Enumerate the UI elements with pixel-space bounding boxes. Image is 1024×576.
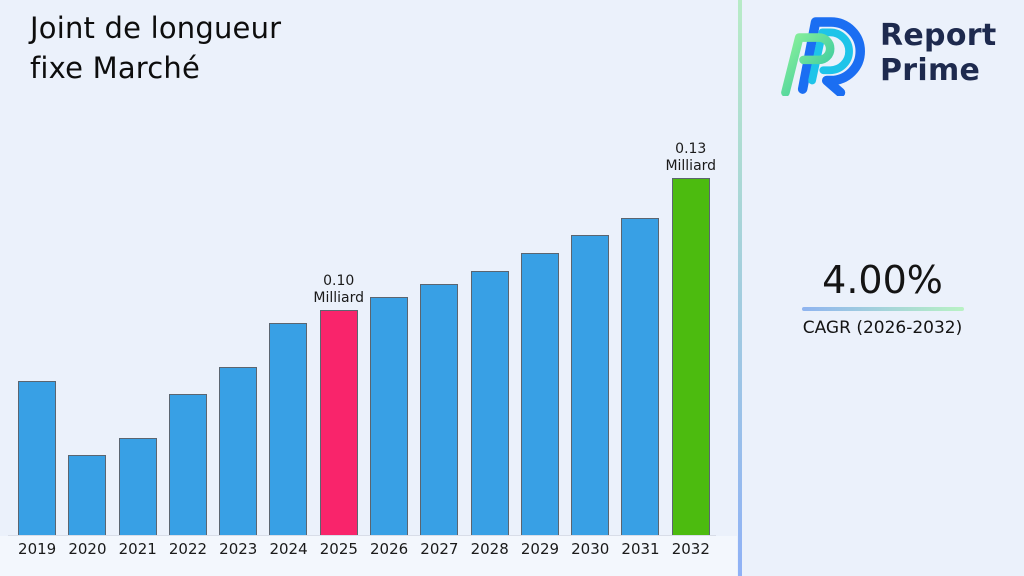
x-tick-2027: 2027 — [420, 540, 459, 558]
x-tick-2029: 2029 — [520, 540, 560, 558]
page-title: Joint de longueur fixe Marché — [30, 11, 282, 85]
bar-2020 — [68, 455, 107, 535]
bar-cell-2028 — [465, 105, 515, 535]
x-tick-2023: 2023 — [219, 540, 258, 558]
bar-cell-2023 — [213, 105, 263, 535]
bar-value-label-2025: 0.10 Milliard — [313, 273, 365, 306]
brand-name-line1: Report — [880, 18, 997, 53]
bar-cell-2032: 0.13 Milliard — [665, 105, 716, 535]
bar-2023 — [219, 367, 258, 535]
bar-cell-2031 — [615, 105, 665, 535]
bar-2032 — [671, 178, 710, 535]
bar-2029 — [520, 253, 559, 535]
x-tick-2024: 2024 — [269, 540, 308, 558]
bar-cell-2025: 0.10 Milliard — [313, 105, 364, 535]
bar-cell-2020 — [62, 105, 112, 535]
report-prime-logo-icon — [781, 17, 865, 96]
bar-2026 — [370, 297, 409, 535]
bar-cell-2021 — [112, 105, 162, 535]
bar-cell-2030 — [565, 105, 615, 535]
x-tick-2028: 2028 — [470, 540, 509, 558]
bar-cell-2024 — [263, 105, 313, 535]
x-tick-2020: 2020 — [68, 540, 107, 558]
bar-cell-2029 — [515, 105, 565, 535]
bar-value-label-2032: 0.13 Milliard — [665, 141, 717, 174]
x-tick-2025: 2025 — [319, 540, 358, 558]
bar-2028 — [470, 271, 509, 535]
panel-divider — [738, 0, 742, 576]
bar-cell-2027 — [414, 105, 464, 535]
bar-2030 — [571, 235, 610, 535]
bar-2022 — [168, 394, 207, 535]
x-tick-2019: 2019 — [18, 540, 57, 558]
chart-bottom-strip — [0, 536, 737, 576]
brand-logo: Report Prime — [777, 10, 996, 96]
x-tick-2022: 2022 — [168, 540, 208, 558]
bar-chart: 0.10 Milliard 0.13 Milliard — [12, 105, 716, 535]
x-tick-2030: 2030 — [571, 540, 610, 558]
bar-2019 — [18, 381, 57, 535]
bar-2025 — [319, 310, 358, 535]
bar-2027 — [420, 284, 459, 535]
brand-name: Report Prime — [880, 18, 996, 88]
bar-2031 — [621, 218, 660, 535]
kpi-value: 4.00% — [822, 258, 943, 302]
bar-2021 — [118, 438, 157, 535]
x-tick-2026: 2026 — [370, 540, 409, 558]
x-axis-labels: 2019 2020 2021 2022 2023 2024 2025 2026 2027 2028… — [12, 540, 716, 558]
kpi-label: CAGR (2026-2032) — [802, 318, 963, 338]
kpi-underline — [801, 307, 964, 311]
bar-cell-2019 — [12, 105, 62, 535]
bar-cell-2022 — [163, 105, 213, 535]
bar-cell-2026 — [364, 105, 414, 535]
x-axis-line — [8, 535, 716, 536]
cagr-kpi: 4.00% CAGR (2026-2032) — [741, 258, 1024, 338]
brand-name-line2: Prime — [880, 53, 981, 88]
bar-2024 — [269, 323, 308, 535]
x-tick-2032: 2032 — [671, 540, 710, 558]
x-tick-2021: 2021 — [118, 540, 157, 558]
x-tick-2031: 2031 — [621, 540, 660, 558]
